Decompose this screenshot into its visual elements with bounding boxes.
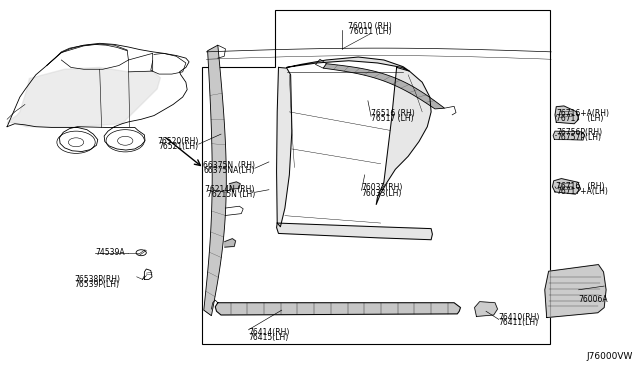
Text: 76717+A(LH): 76717+A(LH) bbox=[556, 187, 608, 196]
Polygon shape bbox=[229, 182, 240, 189]
Text: 76716   (RH): 76716 (RH) bbox=[556, 182, 605, 190]
Text: 76757P(LH): 76757P(LH) bbox=[556, 133, 602, 142]
Text: 76032(RH): 76032(RH) bbox=[362, 183, 403, 192]
Text: 76716+A(RH): 76716+A(RH) bbox=[556, 109, 609, 118]
Text: 76517 (LH): 76517 (LH) bbox=[371, 115, 413, 124]
Text: 76410(RH): 76410(RH) bbox=[499, 313, 540, 322]
Text: 76215N (LH): 76215N (LH) bbox=[207, 190, 255, 199]
Text: 66375NA(LH): 66375NA(LH) bbox=[204, 166, 255, 175]
Text: 76006A: 76006A bbox=[579, 295, 608, 304]
Polygon shape bbox=[7, 67, 161, 127]
Polygon shape bbox=[555, 106, 579, 124]
Text: 76539P(LH): 76539P(LH) bbox=[74, 280, 119, 289]
Polygon shape bbox=[276, 223, 433, 240]
Text: 76214N (RH): 76214N (RH) bbox=[205, 185, 255, 194]
Text: 76415(LH): 76415(LH) bbox=[248, 333, 289, 342]
Polygon shape bbox=[545, 264, 606, 318]
Text: 76521(LH): 76521(LH) bbox=[159, 142, 198, 151]
Text: 76010 (RH): 76010 (RH) bbox=[348, 22, 392, 31]
Text: 76516 (RH): 76516 (RH) bbox=[371, 109, 415, 118]
Polygon shape bbox=[215, 303, 461, 315]
Text: 76520(RH): 76520(RH) bbox=[157, 137, 198, 146]
Polygon shape bbox=[225, 238, 236, 247]
Text: 76538P(RH): 76538P(RH) bbox=[74, 275, 120, 284]
Polygon shape bbox=[474, 302, 497, 317]
Text: 76756P(RH): 76756P(RH) bbox=[556, 128, 602, 137]
Text: J76000VW: J76000VW bbox=[586, 352, 633, 361]
Text: 76033(LH): 76033(LH) bbox=[362, 189, 402, 198]
Polygon shape bbox=[287, 57, 410, 71]
Text: 66375N  (RH): 66375N (RH) bbox=[203, 161, 255, 170]
Text: 76411(LH): 76411(LH) bbox=[499, 318, 539, 327]
Polygon shape bbox=[553, 131, 584, 140]
Text: 76717   (LH): 76717 (LH) bbox=[556, 115, 604, 124]
Text: 74539A: 74539A bbox=[95, 248, 125, 257]
Text: 76011 (LH): 76011 (LH) bbox=[349, 27, 391, 36]
Text: 76414(RH): 76414(RH) bbox=[248, 328, 290, 337]
Polygon shape bbox=[276, 67, 292, 227]
Polygon shape bbox=[376, 67, 431, 205]
Polygon shape bbox=[204, 45, 227, 316]
Polygon shape bbox=[552, 179, 580, 194]
Polygon shape bbox=[323, 64, 445, 109]
